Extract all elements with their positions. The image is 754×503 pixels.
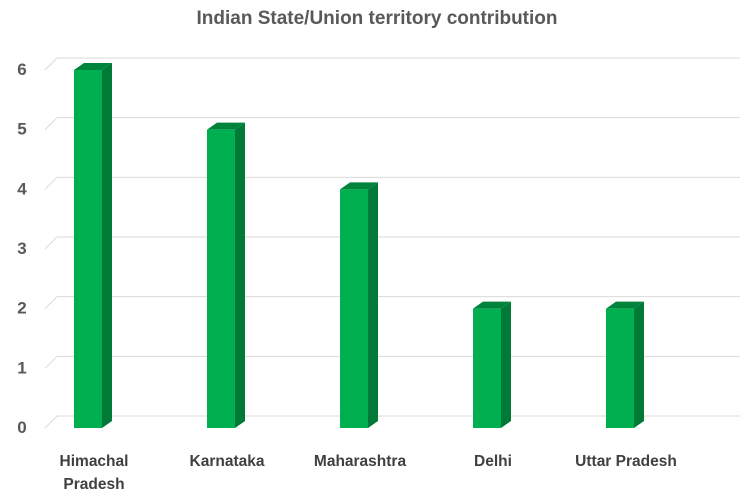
bar xyxy=(207,122,245,429)
gridline-depth xyxy=(44,355,58,369)
bar xyxy=(74,63,112,428)
bar-front xyxy=(340,189,368,428)
y-axis-ticks: 0 1 2 3 4 5 6 xyxy=(17,60,27,437)
bar xyxy=(606,301,644,428)
y-tick-label: 1 xyxy=(17,358,26,377)
gridline-depth xyxy=(44,296,58,310)
chart-title: Indian State/Union territory contributio… xyxy=(196,8,558,29)
y-tick-label: 5 xyxy=(17,120,26,139)
bar-front xyxy=(606,308,634,428)
bar-side xyxy=(368,182,378,428)
x-tick-label: Karnataka xyxy=(190,453,265,470)
gridline-depth xyxy=(44,415,58,429)
bars xyxy=(74,63,644,429)
gridline-depth xyxy=(44,176,58,190)
bar-side xyxy=(634,301,644,428)
bar-top xyxy=(74,63,112,70)
x-tick-label: Himachal Pradesh xyxy=(60,453,129,493)
bar xyxy=(340,182,378,428)
bar-side xyxy=(102,63,112,428)
x-tick-label: Maharashtra xyxy=(314,453,407,470)
bar-front xyxy=(473,308,501,428)
x-axis-labels: Himachal Pradesh Karnataka Maharashtra Delhi… xyxy=(60,453,677,493)
bar-front xyxy=(207,129,235,428)
y-tick-label: 3 xyxy=(17,239,26,258)
bar-top xyxy=(207,122,245,130)
gridline-depth xyxy=(44,117,58,131)
y-tick-label: 2 xyxy=(17,299,26,318)
bar-top xyxy=(473,301,511,309)
bar-top xyxy=(340,182,378,190)
y-tick-label: 4 xyxy=(17,179,27,198)
x-tick-label: Uttar Pradesh xyxy=(575,453,677,470)
bar xyxy=(473,301,511,428)
y-tick-label: 6 xyxy=(17,60,26,79)
bar-front xyxy=(74,70,102,428)
bar-top xyxy=(606,301,644,309)
bar-side xyxy=(501,301,511,428)
gridline-depth xyxy=(44,57,58,71)
bar-side xyxy=(235,122,245,429)
gridline-depth xyxy=(44,236,58,250)
y-tick-label: 0 xyxy=(17,418,26,437)
x-tick-label: Delhi xyxy=(474,453,512,470)
